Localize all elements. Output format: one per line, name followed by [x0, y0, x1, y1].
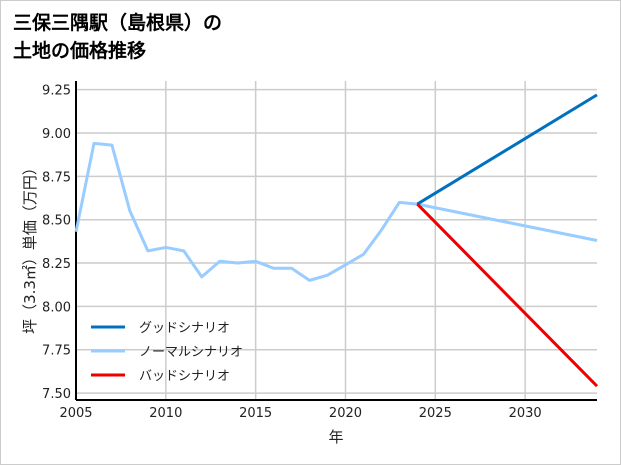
x-tick-label: 2025 — [419, 406, 452, 421]
x-axis-label: 年 — [328, 428, 343, 446]
x-tick-label: 2010 — [149, 406, 182, 421]
y-tick-label: 8.25 — [42, 257, 71, 272]
x-tick-label: 2005 — [59, 406, 92, 421]
y-axis-label: 坪（3.3㎡）単価（万円） — [21, 160, 39, 334]
title-line-2: 土地の価格推移 — [13, 40, 147, 62]
y-tick-label: 8.00 — [42, 300, 71, 315]
legend-label: バッドシナリオ — [139, 369, 230, 384]
y-tick-label: 8.50 — [42, 214, 71, 229]
y-tick-label: 9.00 — [42, 127, 71, 142]
y-tick-label: 7.75 — [42, 344, 71, 359]
legend-label: グッドシナリオ — [139, 321, 230, 336]
legend-label: ノーマルシナリオ — [139, 345, 243, 360]
series-line-1 — [74, 141, 598, 282]
y-tick-label: 8.75 — [42, 170, 71, 185]
x-tick-label: 2015 — [239, 406, 272, 421]
x-tick-label: 2030 — [509, 406, 542, 421]
series-line-0 — [416, 93, 598, 206]
series-line-2 — [416, 203, 599, 388]
x-tick-label: 2020 — [329, 406, 362, 421]
y-tick-label: 7.50 — [42, 387, 71, 402]
y-tick-label: 9.25 — [42, 84, 71, 99]
title-line-1: 三保三隅駅（島根県）の — [13, 12, 223, 34]
chart-title: 三保三隅駅（島根県）の 土地の価格推移 — [13, 9, 222, 65]
